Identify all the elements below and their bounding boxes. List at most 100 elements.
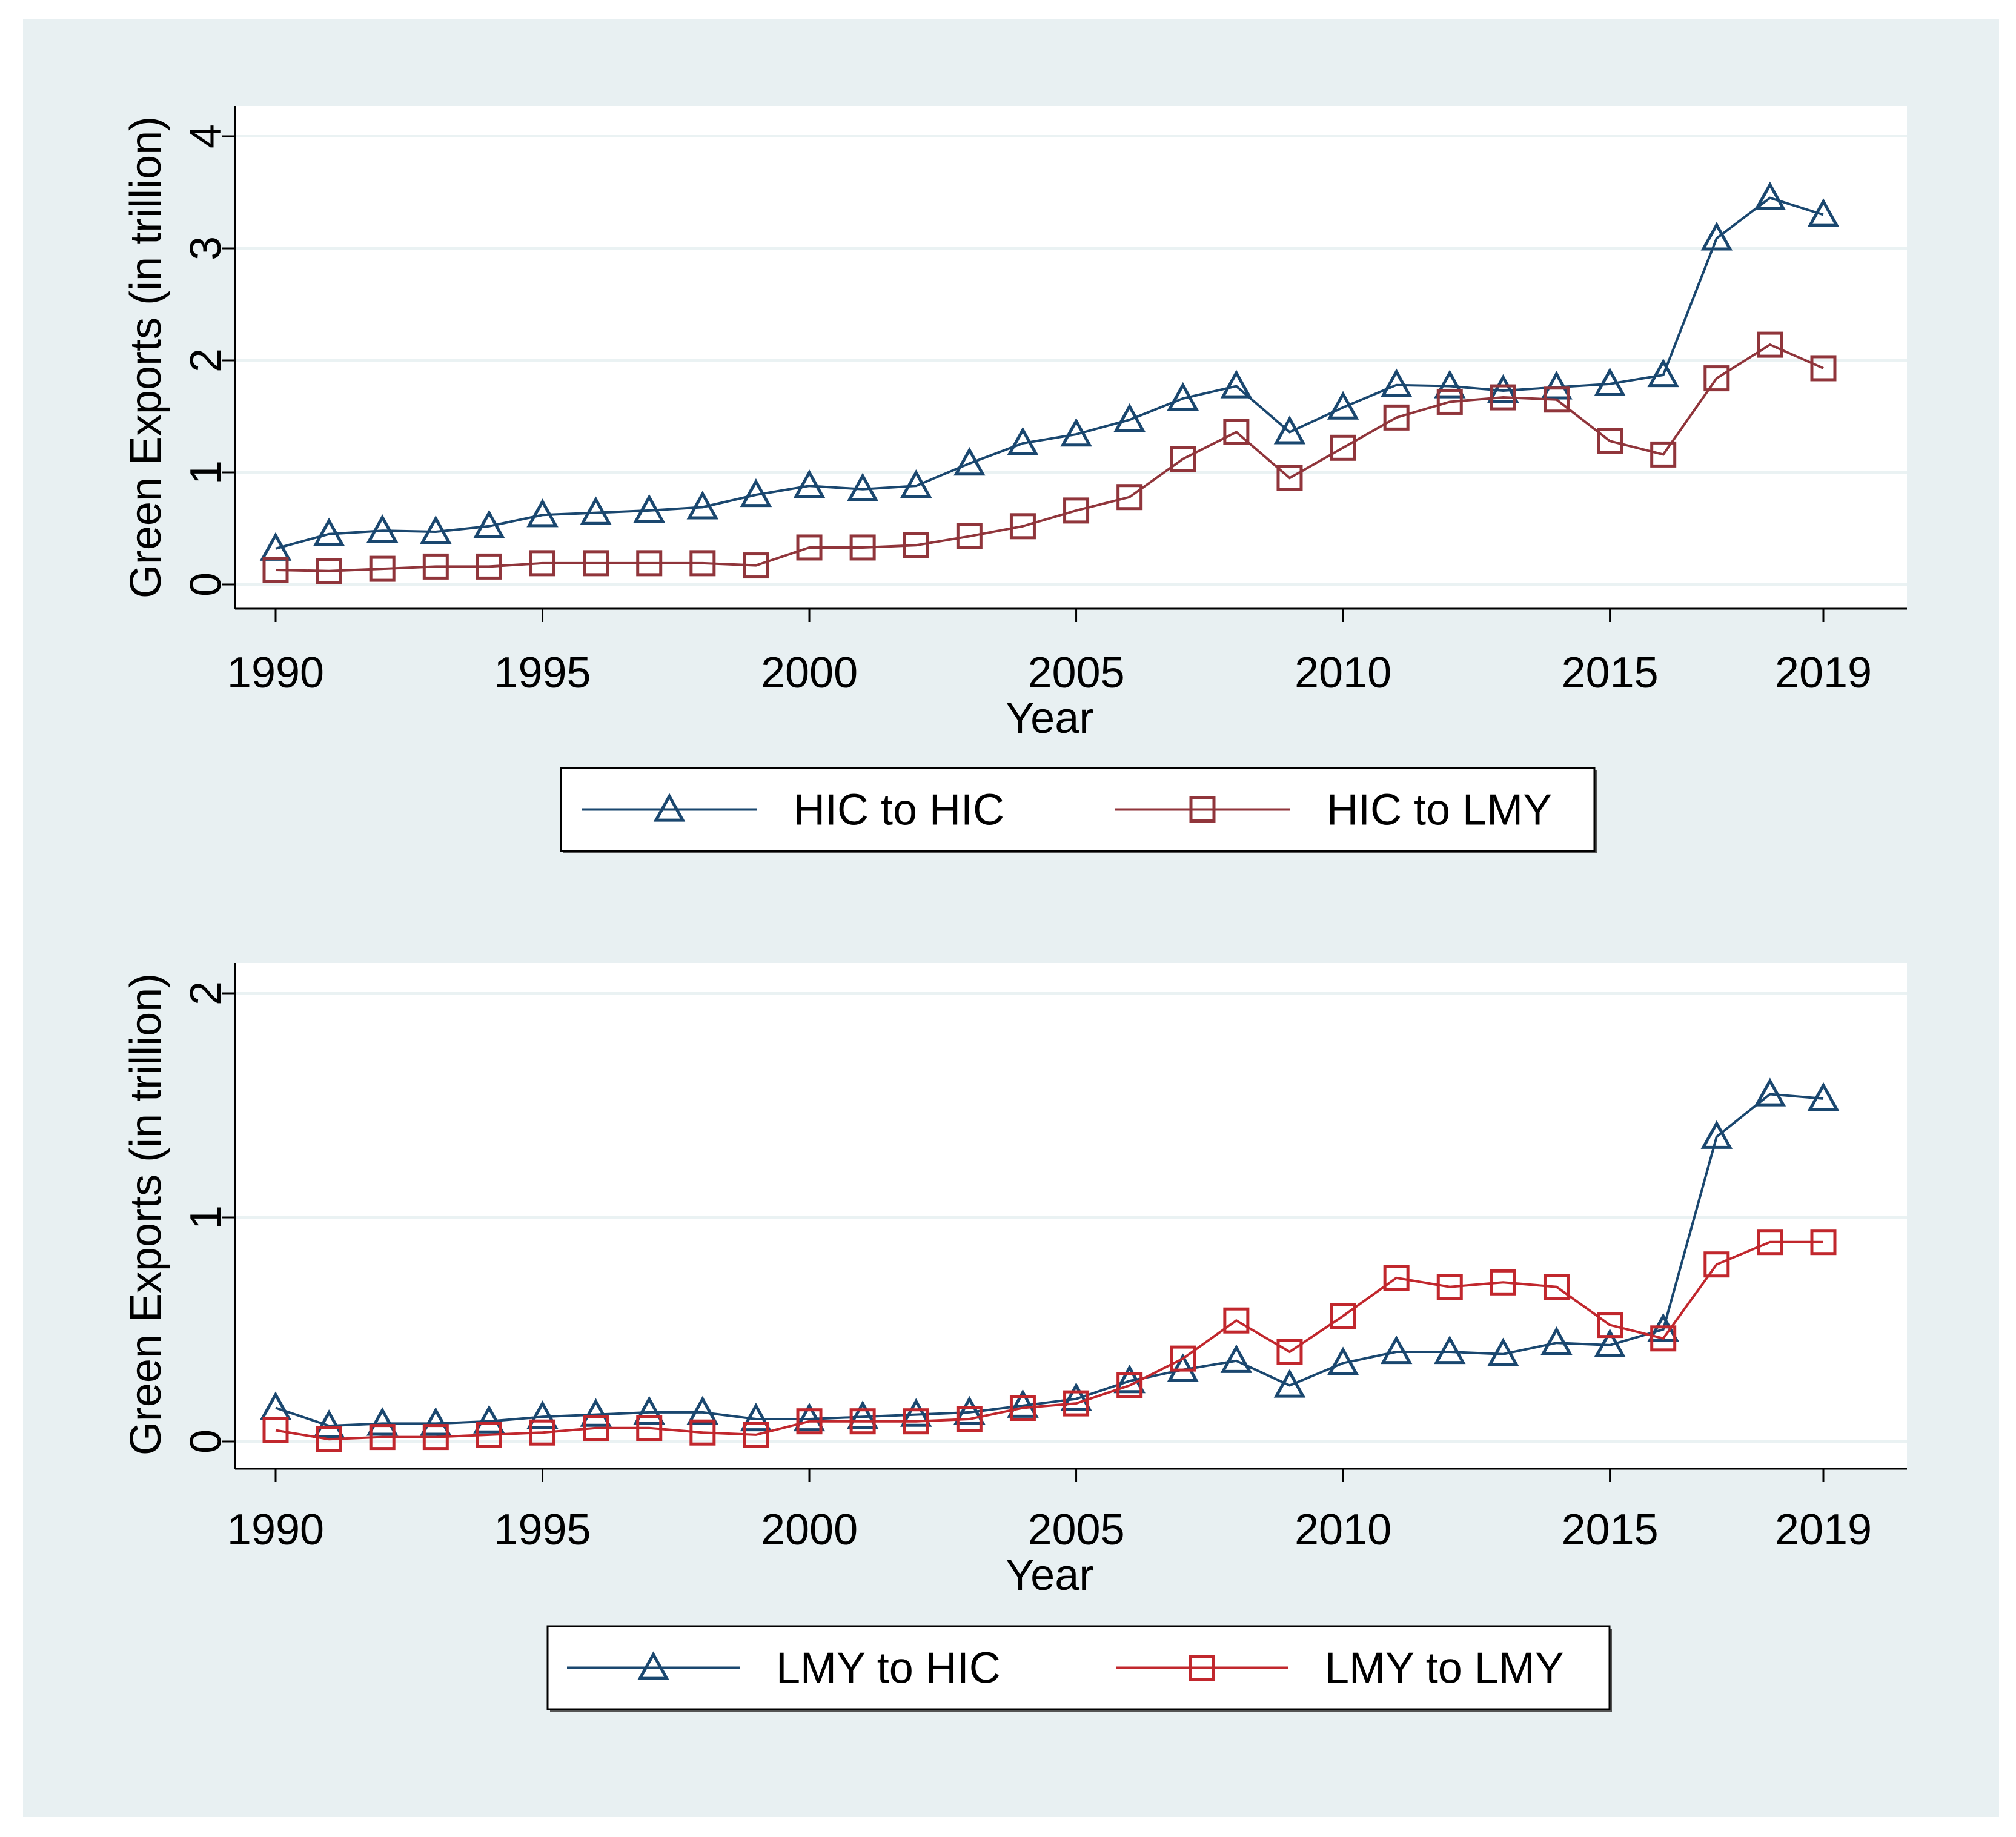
- data-point: [529, 550, 556, 577]
- legend-label: LMY to LMY: [1325, 1644, 1564, 1693]
- x-tick-label: 2000: [761, 1506, 858, 1554]
- top-chart-panel: 0 1 2 3 4 1990 1995 2000 2005 2010 2015 2019 Year Gre…: [122, 106, 1907, 853]
- data-point: [1383, 1265, 1410, 1291]
- data-point: [473, 509, 505, 538]
- data-point: [636, 1415, 663, 1441]
- data-point: [422, 553, 449, 580]
- x-tick-label: 1995: [494, 649, 591, 697]
- data-point: [1487, 1337, 1519, 1366]
- x-tick-label: 1990: [227, 649, 324, 697]
- data-point: [636, 550, 663, 577]
- data-point: [1063, 497, 1090, 524]
- data-point: [956, 523, 983, 549]
- series-line-2: [275, 343, 1824, 572]
- data-point: [580, 496, 612, 525]
- data-point: [1113, 1364, 1146, 1394]
- data-point: [529, 1419, 556, 1446]
- data-point: [1220, 369, 1253, 399]
- data-point: [1647, 358, 1679, 388]
- data-point: [1007, 1389, 1039, 1418]
- data-point: [1703, 1251, 1730, 1278]
- data-point: [369, 555, 396, 582]
- data-point: [1490, 384, 1516, 411]
- data-point: [1434, 369, 1466, 399]
- data-point: [1009, 513, 1036, 540]
- x-tick-label: 2019: [1775, 649, 1872, 697]
- data-point: [1063, 1390, 1090, 1417]
- data-point: [1700, 1120, 1733, 1149]
- data-point: [1060, 1382, 1092, 1411]
- data-point: [1276, 465, 1303, 491]
- data-point: [689, 550, 716, 577]
- data-point: [1757, 331, 1783, 358]
- series-line-2: [275, 1240, 1823, 1441]
- data-point: [1167, 1353, 1199, 1382]
- data-point: [420, 1407, 452, 1436]
- y-tick-label: 2: [182, 981, 230, 1005]
- plot-area: [235, 963, 1907, 1469]
- data-point: [793, 1402, 826, 1432]
- x-tick-label: 2010: [1295, 1506, 1391, 1554]
- x-axis-title: Year: [1006, 1551, 1093, 1600]
- data-point: [366, 514, 399, 543]
- data-point: [1060, 417, 1092, 447]
- legend-key-marker: [1189, 1655, 1215, 1681]
- legend-label: LMY to HIC: [776, 1644, 1001, 1693]
- x-axis-title: Year: [1006, 694, 1093, 743]
- data-point: [1273, 415, 1306, 445]
- data-point: [1754, 1077, 1786, 1107]
- data-point: [796, 1408, 823, 1435]
- data-point: [740, 478, 772, 508]
- data-point: [1700, 222, 1733, 251]
- data-point: [633, 494, 665, 523]
- data-point: [420, 515, 452, 544]
- data-point: [1223, 419, 1250, 445]
- data-point: [526, 498, 559, 528]
- data-point: [796, 534, 823, 561]
- data-point: [903, 1408, 929, 1435]
- y-tick-label: 1: [182, 460, 230, 485]
- data-point: [846, 472, 879, 501]
- data-point: [900, 469, 932, 498]
- data-point: [1327, 391, 1359, 420]
- data-point: [369, 1424, 396, 1451]
- data-point: [1170, 1345, 1196, 1372]
- data-point: [1540, 371, 1573, 400]
- data-point: [1007, 426, 1039, 455]
- data-point: [689, 1419, 716, 1446]
- x-tick-label: 2015: [1562, 649, 1659, 697]
- plot-area: [235, 106, 1907, 609]
- data-point: [1330, 434, 1356, 461]
- data-point: [1810, 1229, 1837, 1256]
- data-point: [262, 1417, 289, 1443]
- x-tick-label: 2019: [1775, 1506, 1872, 1554]
- data-point: [1383, 404, 1410, 431]
- data-point: [1650, 441, 1677, 468]
- data-point: [743, 1422, 769, 1448]
- data-point: [1223, 1307, 1250, 1334]
- data-point: [953, 1395, 986, 1425]
- x-tick-label: 2010: [1295, 649, 1391, 697]
- data-point: [686, 491, 719, 520]
- data-point: [422, 1424, 449, 1451]
- y-tick-label: 0: [182, 1429, 230, 1454]
- legend-key-marker: [637, 1651, 669, 1680]
- legend-key-marker: [653, 793, 686, 822]
- legend-label: HIC to LMY: [1327, 786, 1552, 835]
- data-point: [580, 1398, 612, 1427]
- data-point: [1490, 1269, 1516, 1296]
- data-point: [316, 1426, 342, 1452]
- data-point: [1703, 365, 1730, 392]
- data-point: [900, 1398, 932, 1427]
- data-point: [1807, 1082, 1840, 1111]
- data-point: [1167, 382, 1199, 411]
- data-point: [1380, 368, 1413, 397]
- data-point: [1754, 181, 1786, 210]
- data-point: [1543, 386, 1570, 413]
- data-point: [740, 1402, 772, 1432]
- data-point: [1597, 428, 1623, 454]
- data-point: [473, 1405, 505, 1434]
- data-point: [1597, 1312, 1623, 1339]
- data-point: [476, 553, 502, 580]
- data-point: [903, 532, 929, 558]
